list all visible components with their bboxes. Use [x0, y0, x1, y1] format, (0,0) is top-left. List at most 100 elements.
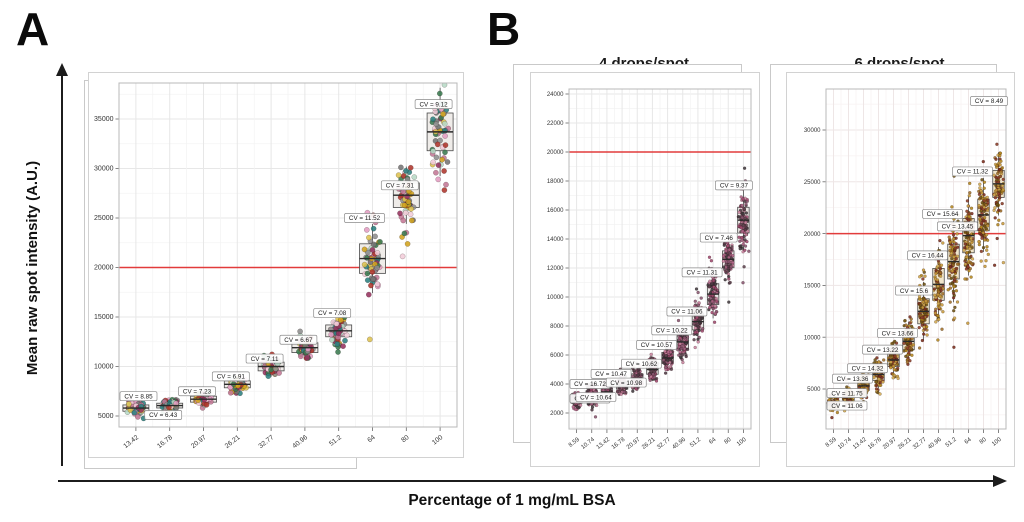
y-axis-arrow-shaft	[61, 75, 64, 466]
svg-text:CV = 13.45: CV = 13.45	[942, 224, 974, 231]
svg-text:CV = 13.22: CV = 13.22	[867, 347, 899, 354]
svg-text:5000: 5000	[807, 387, 821, 393]
plot-panel-border	[568, 88, 752, 430]
svg-text:16.78: 16.78	[156, 434, 174, 450]
svg-text:32.77: 32.77	[258, 434, 276, 450]
svg-text:CV = 7.31: CV = 7.31	[386, 183, 415, 190]
svg-text:CV = 9.37: CV = 9.37	[720, 183, 749, 190]
y-axis-title: Mean raw spot intensity (A.U.)	[24, 160, 41, 376]
svg-text:10000: 10000	[94, 364, 114, 371]
svg-text:80: 80	[979, 436, 988, 445]
svg-text:CV = 9.12: CV = 9.12	[420, 101, 449, 108]
svg-text:40.96: 40.96	[927, 436, 943, 450]
svg-text:16.78: 16.78	[867, 436, 883, 450]
svg-text:40.96: 40.96	[671, 436, 687, 450]
svg-text:20000: 20000	[94, 265, 114, 272]
svg-text:100: 100	[736, 436, 748, 447]
svg-text:6000: 6000	[550, 353, 564, 359]
panel-b-4drops-plot: 2000 4000 6000 8000 10000 12000 14000 16000 1800…	[530, 72, 760, 467]
svg-text:CV = 13.66: CV = 13.66	[882, 330, 914, 337]
svg-text:10000: 10000	[804, 335, 821, 341]
svg-text:CV = 13.36: CV = 13.36	[837, 376, 869, 383]
gridlines	[118, 83, 457, 427]
svg-text:20000: 20000	[547, 150, 564, 156]
plot-panel-border	[825, 88, 1007, 430]
panel-b-label: B	[487, 3, 521, 55]
plot-panel-border	[118, 82, 458, 428]
svg-text:CV = 6.91: CV = 6.91	[217, 374, 246, 381]
svg-text:CV = 7.46: CV = 7.46	[705, 235, 734, 242]
svg-text:32.77: 32.77	[656, 436, 672, 450]
svg-text:26.21: 26.21	[224, 434, 242, 450]
svg-text:35000: 35000	[94, 116, 114, 123]
svg-text:13.42: 13.42	[122, 434, 140, 450]
svg-text:CV = 6.67: CV = 6.67	[284, 337, 313, 344]
svg-text:10000: 10000	[547, 295, 564, 301]
svg-text:64: 64	[964, 436, 973, 445]
svg-text:CV = 10.62: CV = 10.62	[626, 361, 658, 368]
svg-text:80: 80	[400, 434, 410, 444]
svg-text:CV = 11.75: CV = 11.75	[831, 390, 863, 397]
svg-text:51.2: 51.2	[689, 436, 702, 448]
y-axis-arrowhead-icon	[56, 63, 68, 76]
svg-text:CV = 16.44: CV = 16.44	[912, 253, 944, 260]
svg-text:4000: 4000	[550, 382, 564, 388]
boxplot-svg-panel-b1: 2000 4000 6000 8000 10000 12000 14000 16000 1800…	[547, 88, 753, 451]
panel-a-label: A	[16, 3, 50, 55]
svg-text:CV = 10.57: CV = 10.57	[641, 342, 673, 349]
svg-text:CV = 8.49: CV = 8.49	[975, 98, 1004, 105]
svg-text:16000: 16000	[547, 208, 564, 214]
panel-b-6drops-plot: 5000 10000 15000 20000 25000 30000 8.59 10.74 13…	[786, 72, 1015, 467]
svg-text:25000: 25000	[804, 180, 821, 186]
svg-text:CV = 10.64: CV = 10.64	[580, 394, 612, 401]
svg-text:20000: 20000	[804, 232, 821, 238]
x-axis-title: Percentage of 1 mg/mL BSA	[408, 492, 616, 509]
svg-text:CV = 11.52: CV = 11.52	[349, 215, 381, 222]
svg-text:12000: 12000	[547, 266, 564, 272]
svg-text:100: 100	[991, 436, 1003, 447]
x-axis-arrowhead-icon	[993, 475, 1007, 487]
svg-text:13.42: 13.42	[596, 436, 612, 450]
boxplot-svg-panel-a: 5000 10000 15000 20000 25000 30000 35000 13.42 1…	[94, 82, 458, 450]
svg-text:20.97: 20.97	[626, 436, 642, 450]
svg-text:40.96: 40.96	[291, 434, 309, 450]
svg-text:CV = 15.6: CV = 15.6	[900, 288, 929, 295]
svg-text:10.74: 10.74	[837, 436, 853, 450]
svg-text:51.2: 51.2	[328, 434, 343, 448]
svg-text:CV = 14.32: CV = 14.32	[852, 365, 884, 372]
svg-text:64: 64	[366, 434, 376, 444]
svg-text:8.59: 8.59	[825, 436, 838, 448]
svg-text:30000: 30000	[94, 166, 114, 173]
svg-text:CV = 11.32: CV = 11.32	[957, 169, 989, 176]
panel-a-plot: 5000 10000 15000 20000 25000 30000 35000 13.42 1…	[88, 72, 464, 458]
svg-text:26.21: 26.21	[641, 436, 657, 450]
svg-text:CV = 15.64: CV = 15.64	[927, 211, 959, 218]
svg-text:10.74: 10.74	[580, 436, 596, 450]
svg-text:24000: 24000	[547, 92, 564, 98]
svg-text:25000: 25000	[94, 215, 114, 222]
svg-text:CV = 8.85: CV = 8.85	[124, 393, 153, 400]
svg-text:20.97: 20.97	[882, 436, 898, 450]
svg-text:CV = 7.23: CV = 7.23	[183, 388, 212, 395]
svg-text:20.97: 20.97	[190, 434, 208, 450]
svg-text:8000: 8000	[550, 324, 564, 330]
svg-text:26.21: 26.21	[897, 436, 913, 450]
svg-text:16.78: 16.78	[611, 436, 627, 450]
svg-text:CV = 16.72: CV = 16.72	[574, 381, 606, 388]
svg-text:15000: 15000	[804, 284, 821, 290]
svg-text:80: 80	[724, 436, 733, 445]
svg-text:100: 100	[431, 434, 444, 447]
cv-labels: CV = 11.06 CV = 11.75 CV = 13.36 CV = 14.32…	[826, 96, 1008, 411]
svg-text:CV = 10.98: CV = 10.98	[610, 380, 642, 387]
svg-text:CV = 11.06: CV = 11.06	[671, 309, 703, 316]
svg-text:51.2: 51.2	[945, 436, 958, 448]
svg-text:14000: 14000	[547, 237, 564, 243]
svg-text:CV = 7.11: CV = 7.11	[251, 356, 279, 363]
svg-text:22000: 22000	[547, 121, 564, 127]
cv-labels: CV = 8.85 CV = 6.43 CV = 7.23 CV = 6.91 CV =…	[119, 99, 453, 420]
svg-text:CV = 10.47: CV = 10.47	[595, 371, 627, 378]
svg-text:13.42: 13.42	[852, 436, 868, 450]
svg-text:CV = 11.06: CV = 11.06	[831, 403, 863, 410]
svg-text:8.59: 8.59	[568, 436, 581, 448]
